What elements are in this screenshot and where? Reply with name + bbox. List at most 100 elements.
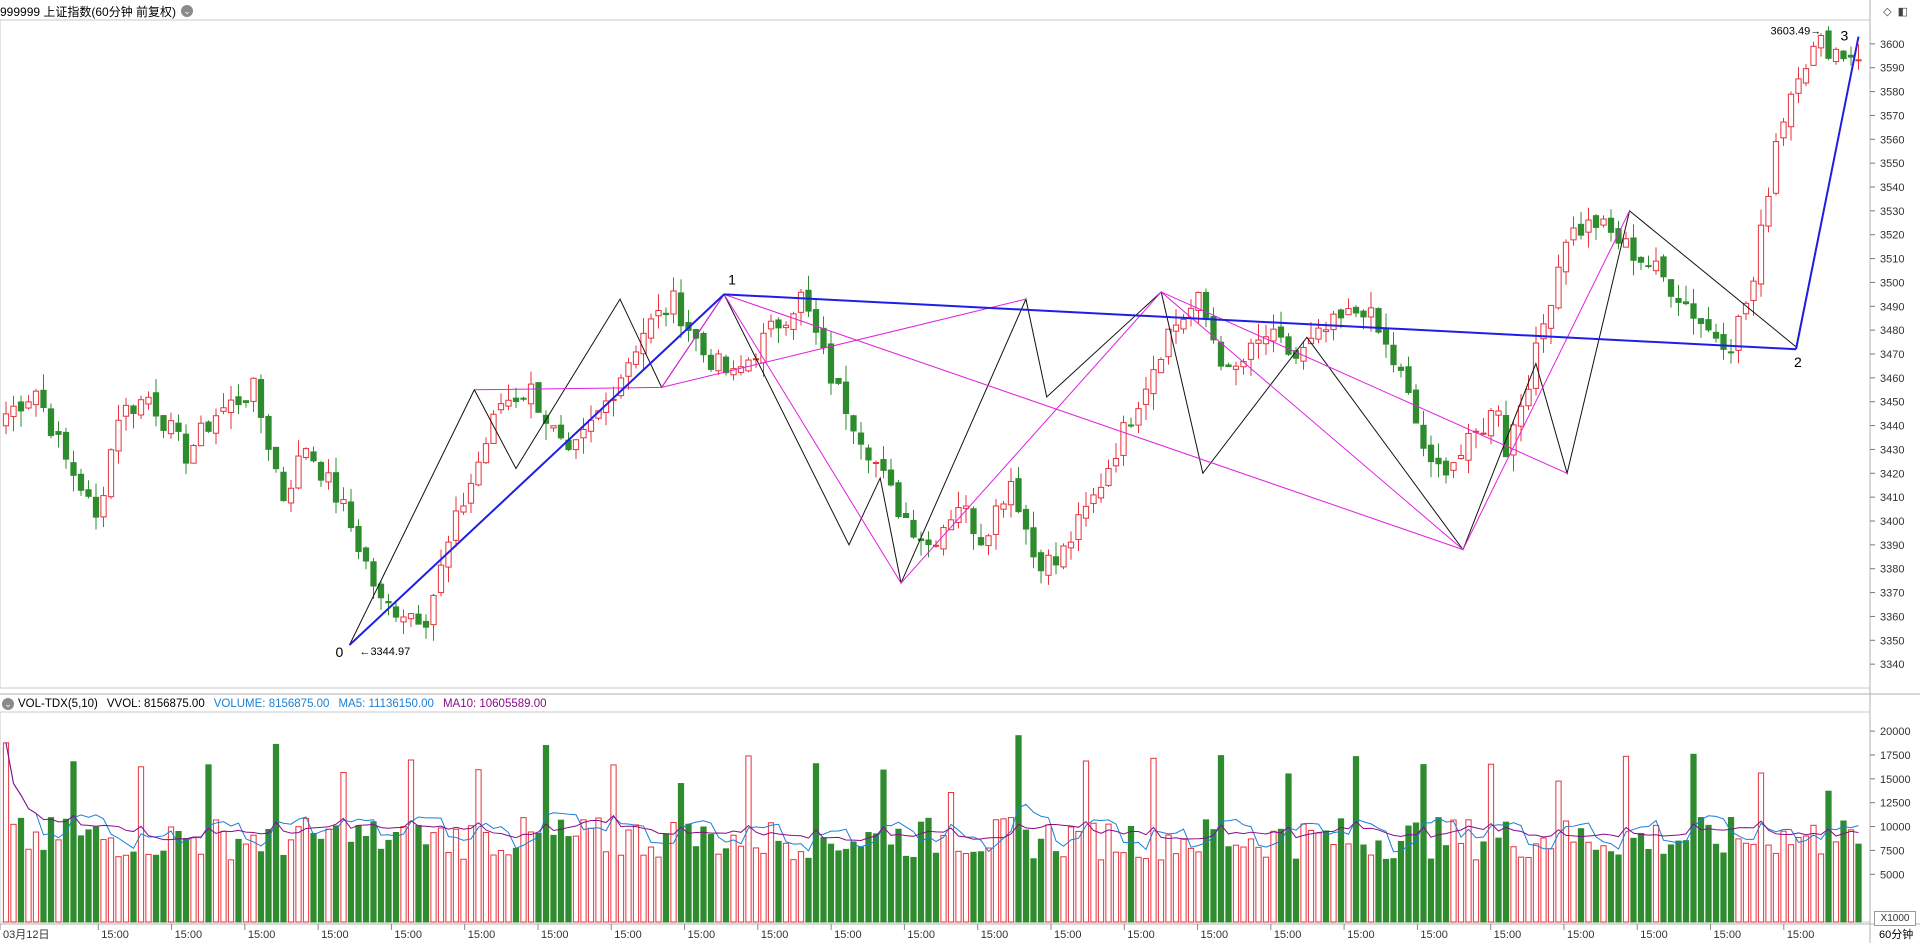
candle [505, 384, 512, 411]
candle-body [32, 390, 40, 406]
candle-body [302, 448, 310, 458]
candle [1270, 314, 1277, 353]
candle-body [407, 613, 415, 620]
candle [670, 277, 677, 324]
candle-body [1030, 527, 1037, 558]
price-panel-frame [0, 19, 1871, 689]
candle-body [1052, 556, 1060, 566]
volume-bar [887, 844, 895, 923]
volume-bar [752, 847, 760, 923]
candle-body [257, 379, 265, 418]
volume-bar [107, 837, 115, 923]
candle-body [1547, 304, 1555, 329]
volume-bar [925, 817, 932, 923]
candle [310, 446, 317, 463]
candle [707, 348, 715, 372]
candle [715, 349, 722, 375]
candle-body [640, 332, 647, 355]
candle [610, 386, 617, 417]
candle [1105, 459, 1112, 488]
candle-body [767, 320, 775, 330]
volume-bar [1105, 823, 1112, 923]
candle [1375, 307, 1382, 334]
volume-bar [1457, 842, 1465, 923]
diamond-icon[interactable]: ◇ [1883, 6, 1892, 18]
candle [970, 506, 977, 550]
candle [1127, 417, 1135, 428]
volume-bar [572, 835, 580, 923]
candle-body [355, 525, 362, 552]
candle [1645, 255, 1652, 269]
candle-body [475, 461, 482, 486]
candle [1765, 187, 1772, 233]
volume-bar [820, 837, 827, 923]
candle-body [190, 445, 197, 464]
volume-bar [1232, 844, 1240, 923]
candle [1667, 279, 1675, 308]
candle [295, 440, 302, 490]
volume-bar [355, 825, 362, 923]
chevron-down-icon[interactable]: ⌄ [181, 5, 194, 17]
volume-bar [1067, 826, 1075, 923]
volume-bar [167, 826, 175, 923]
candle-body [1832, 48, 1840, 63]
candle-body [1120, 422, 1127, 456]
candle-body [1502, 415, 1510, 458]
volume-bar [722, 848, 730, 923]
candle [115, 404, 122, 464]
volume-bar [1472, 859, 1480, 923]
volume-bar [1180, 838, 1187, 923]
candle-body [805, 289, 812, 312]
candle [1420, 410, 1427, 457]
candle [205, 420, 212, 433]
candle-body [1645, 265, 1652, 268]
candle [1232, 361, 1240, 386]
period-label[interactable]: 60分钟 [1877, 926, 1916, 942]
candle [1832, 47, 1840, 65]
candle [1712, 323, 1720, 343]
candle [220, 393, 227, 415]
candle-body [310, 451, 317, 462]
candle [1495, 405, 1502, 427]
candle-body [1855, 59, 1862, 62]
volume-tick-label: 17500 [1880, 750, 1911, 762]
candle [332, 457, 340, 514]
volume-bar [25, 848, 32, 923]
candle [812, 299, 820, 345]
candle [100, 486, 107, 528]
candle-body [182, 433, 190, 464]
candle-body [100, 495, 107, 518]
candle-body [1720, 334, 1727, 350]
candle-body [715, 353, 722, 372]
candle [850, 414, 857, 445]
candle [250, 377, 257, 412]
volume-bar [1135, 856, 1142, 923]
volume-bar [145, 853, 152, 923]
candle [437, 549, 445, 597]
volume-bar [1547, 848, 1555, 923]
volume-bar [1637, 832, 1645, 923]
volume-bar [1630, 837, 1637, 923]
volume-bar [902, 855, 910, 923]
candle [865, 444, 872, 474]
candle [535, 382, 542, 413]
volume-bar [1330, 844, 1337, 923]
candle [887, 458, 895, 487]
candle-body [115, 419, 122, 452]
candle [1825, 26, 1832, 61]
chevron-down-icon[interactable]: ⌄ [2, 698, 14, 710]
candle [1450, 462, 1457, 478]
candle-body [812, 309, 820, 333]
candle-body [527, 383, 535, 405]
wave-lines[interactable] [348, 36, 1860, 646]
volume-tick-label: 5000 [1880, 869, 1904, 881]
time-tick-label: 15:00 [614, 929, 642, 941]
candle-body [1517, 405, 1525, 427]
panel-toggle-icon[interactable]: ◧ [1897, 6, 1908, 18]
volume-bar [730, 834, 737, 923]
candle-body [1840, 50, 1847, 60]
volume-bar [715, 853, 722, 923]
candle-body [1037, 552, 1045, 572]
candle-body [1202, 292, 1210, 319]
